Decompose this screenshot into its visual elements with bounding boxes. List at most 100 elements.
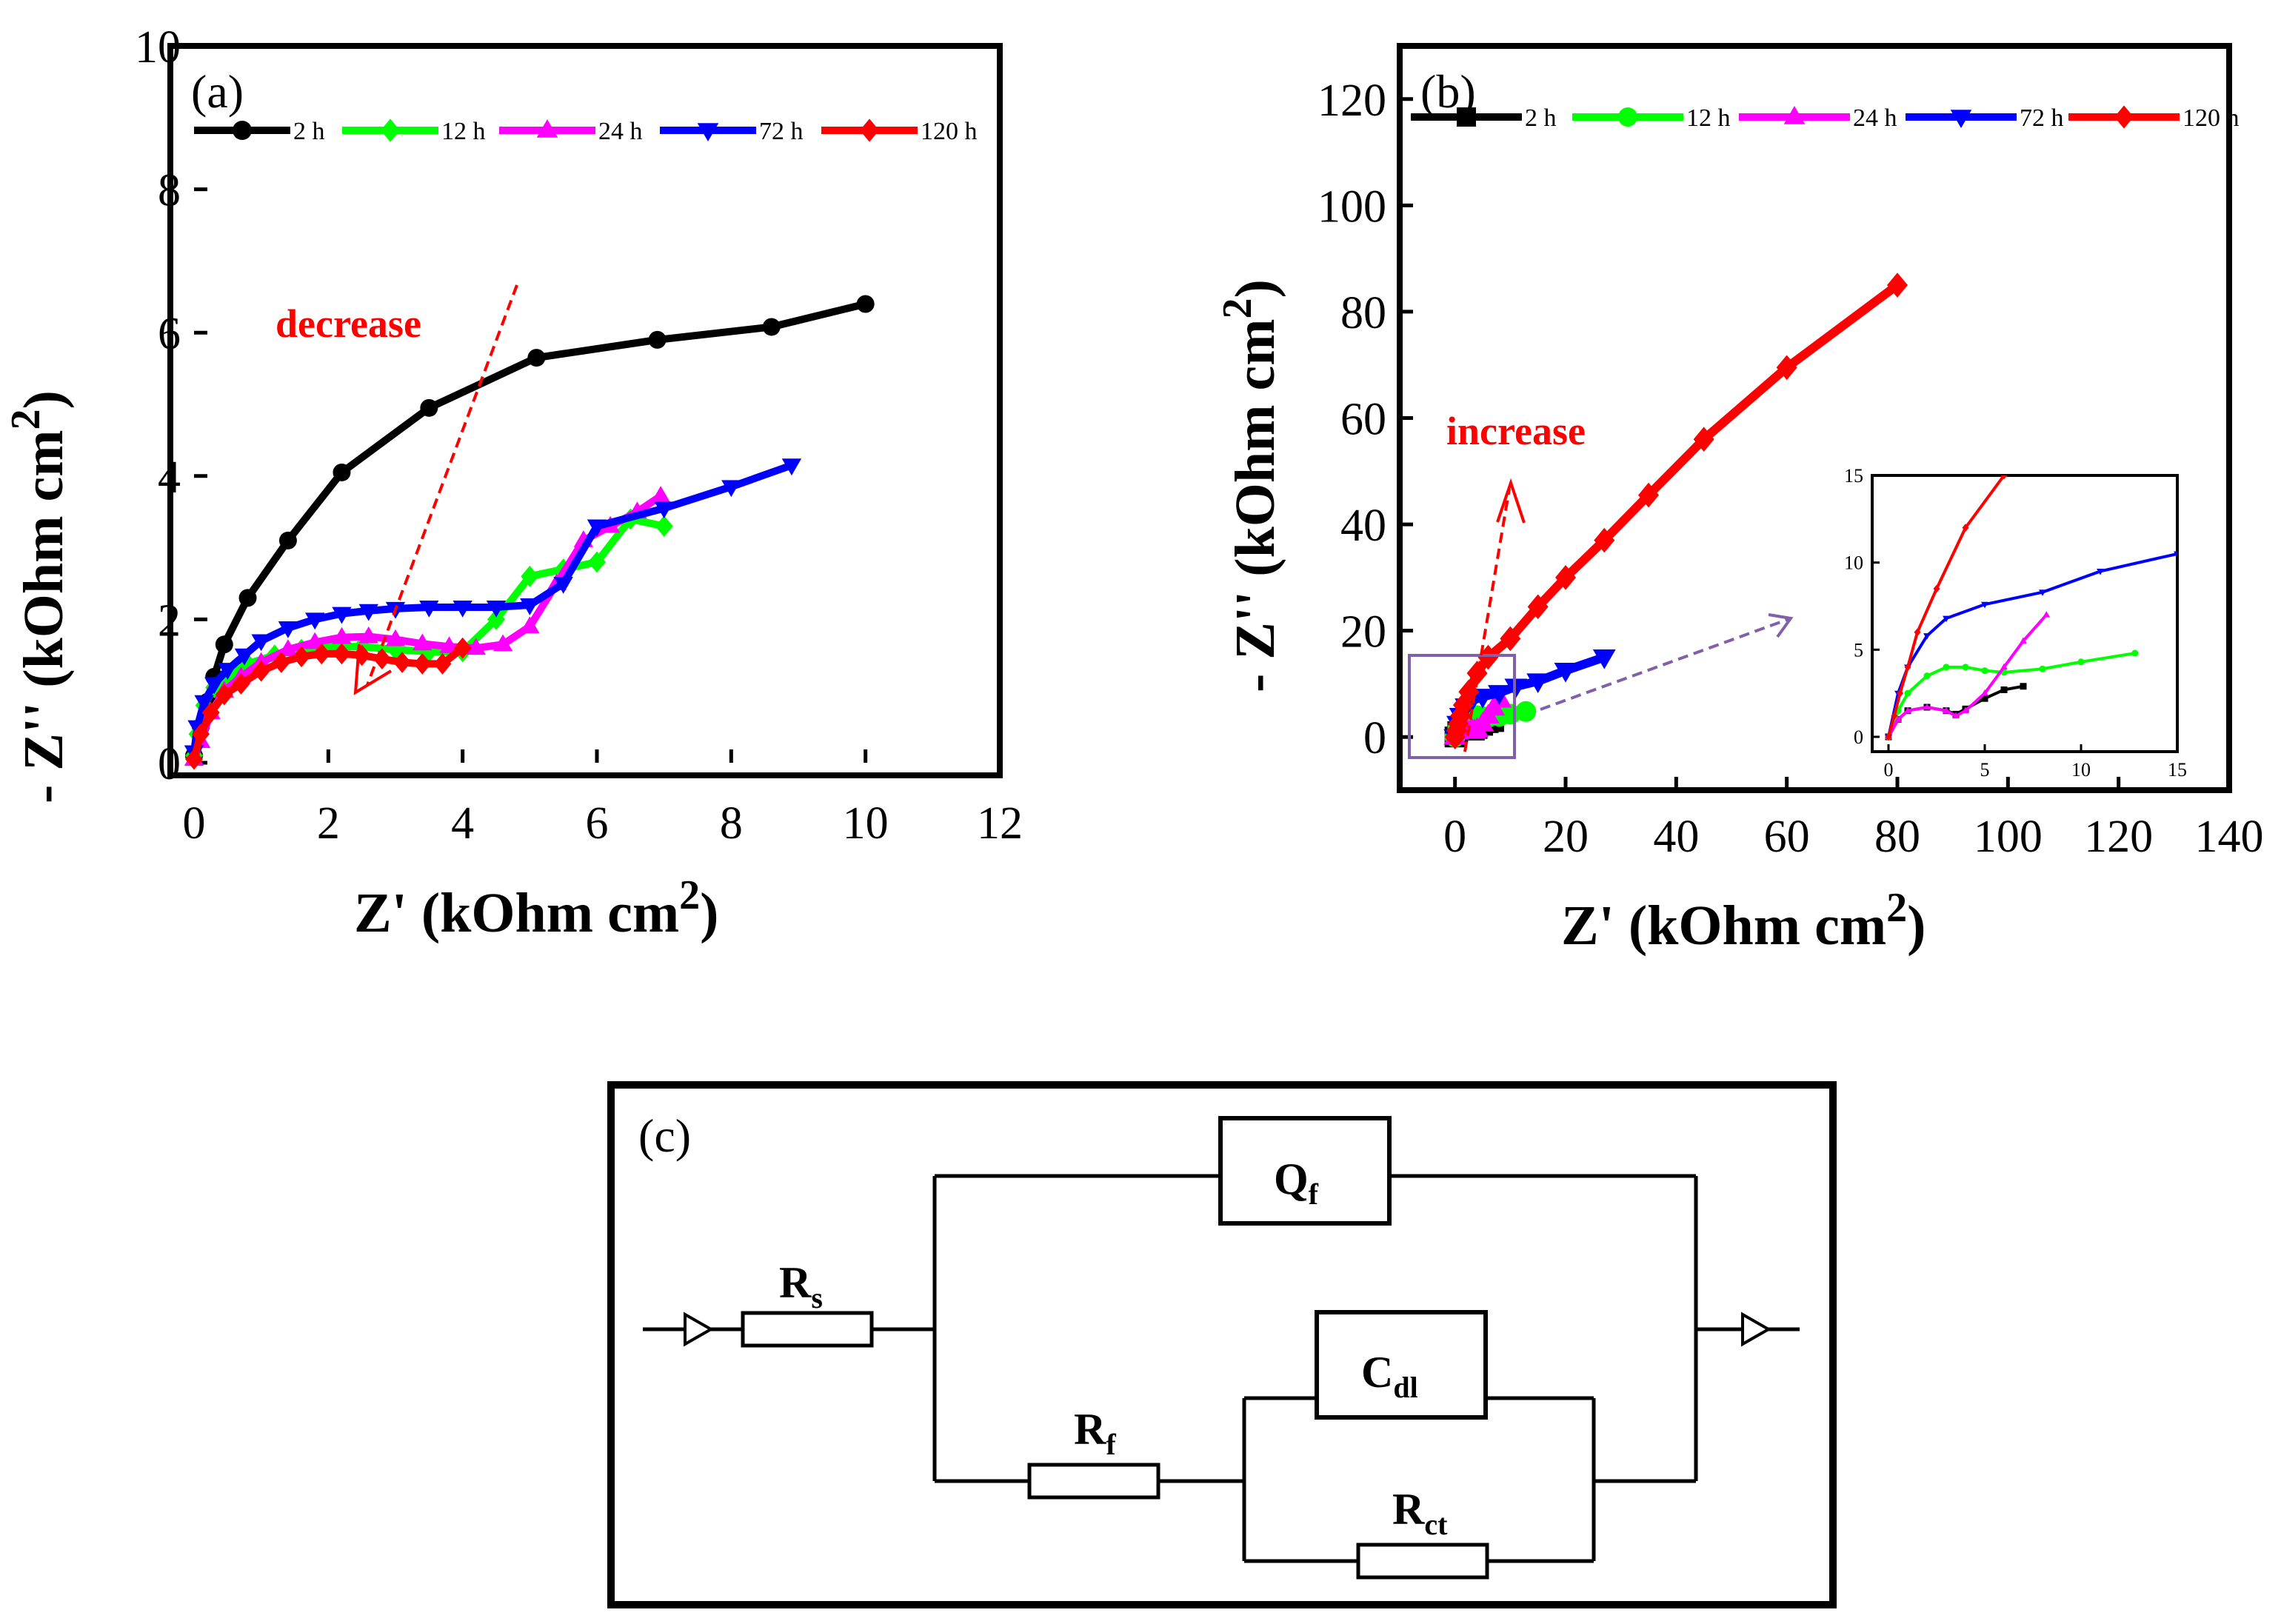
chart-a-series xyxy=(184,295,875,769)
y-tick-label: 100 xyxy=(1317,181,1386,232)
figure: 0 2 4 6 8 10 120246810 (a) 2 h 12 h 24 h 72 h 120 … xyxy=(0,0,2281,1624)
circuit-input-terminal xyxy=(685,1314,711,1344)
x-tick-label: 80 xyxy=(1874,812,1920,862)
y-tick-label: 0 xyxy=(1363,713,1386,763)
resistor-rct xyxy=(1358,1545,1487,1577)
x-tick-label: 8 xyxy=(720,798,743,849)
x-tick-label: 10 xyxy=(843,798,889,849)
y-tick-label: 0 xyxy=(158,739,181,789)
legend-label: 12 h xyxy=(441,118,486,145)
legend-marker xyxy=(2114,105,2134,128)
inset-data-point xyxy=(2078,658,2085,665)
chart-panel-b: 0 20 40 60 80 100 120 140020406080100120 (b) 2 … xyxy=(1215,0,2281,957)
legend-marker xyxy=(1457,107,1476,127)
x-tick-label: 120 xyxy=(2084,812,2153,862)
inset-data-point xyxy=(2131,650,2138,657)
y-tick-label: 8 xyxy=(158,166,181,216)
circuit-output-terminal xyxy=(1743,1314,1769,1344)
chart-a-frame xyxy=(170,46,1000,775)
x-tick-label: 40 xyxy=(1653,812,1699,862)
x-tick-label: 4 xyxy=(451,798,474,849)
legend-label: 120 h xyxy=(921,118,978,145)
data-point xyxy=(651,486,670,503)
x-tick-label: 2 xyxy=(317,798,340,849)
legend-item: 120 h xyxy=(2068,104,2240,132)
legend-marker xyxy=(860,118,879,141)
legend-item: 24 h xyxy=(499,118,643,145)
inset-data-point xyxy=(2040,666,2046,672)
inset-x-tick-label: 0 xyxy=(1884,759,1894,781)
circuit-labels: (c) Rs Qf Rf Cdl Rct xyxy=(638,1109,1448,1541)
inset-data-point xyxy=(1905,690,1911,697)
inset-x-tick-label: 10 xyxy=(2071,759,2091,781)
x-tick-label: 0 xyxy=(1443,812,1466,862)
legend-marker xyxy=(381,118,400,141)
legend-label: 2 h xyxy=(293,118,325,145)
legend-label: 72 h xyxy=(759,118,804,145)
series-72h xyxy=(184,458,801,762)
chart-a-xlabel: Z' (kOhm cm2) xyxy=(354,872,718,944)
legend-item: 120 h xyxy=(821,118,978,145)
x-tick-label: 0 xyxy=(183,798,206,849)
inset-data-point xyxy=(2020,683,2027,689)
chart-panel-a: 0 2 4 6 8 10 120246810 (a) 2 h 12 h 24 h 72 h 120 … xyxy=(3,22,1023,944)
legend-item: 72 h xyxy=(1906,104,2064,132)
chart-b-ylabel: - Z'' (kOhm cm2) xyxy=(1215,279,1286,692)
data-point xyxy=(763,318,781,335)
inset-data-point xyxy=(1924,672,1931,679)
inset-data-point xyxy=(2270,516,2277,523)
inset-data-point xyxy=(2174,306,2181,314)
inset-x-tick-label: 5 xyxy=(1980,759,1990,781)
inset-x-tick-label: 15 xyxy=(2168,759,2187,781)
legend-label: 12 h xyxy=(1686,104,1731,132)
y-tick-label: 120 xyxy=(1317,76,1386,126)
legend-marker xyxy=(1618,107,1637,127)
inset-data-point xyxy=(1963,664,1969,670)
data-point xyxy=(420,399,438,417)
legend-item: 72 h xyxy=(660,118,804,145)
legend-item: 24 h xyxy=(1739,104,1897,132)
y-tick-label: 40 xyxy=(1340,501,1386,551)
chart-a-legend: 2 h 12 h 24 h 72 h 120 h xyxy=(194,118,978,145)
x-tick-label: 140 xyxy=(2195,812,2264,862)
data-point xyxy=(216,635,233,653)
data-point xyxy=(239,589,257,607)
chart-b-annotation-arrowhead xyxy=(1497,483,1524,523)
legend-label: 24 h xyxy=(598,118,643,145)
chart-b-annotation-text: increase xyxy=(1446,409,1586,453)
inset-data-point xyxy=(2078,410,2085,418)
label-rs: Rs xyxy=(779,1258,823,1314)
inset-y-tick-label: 5 xyxy=(1854,639,1863,661)
x-tick-label: 12 xyxy=(977,798,1023,849)
inset-y-tick-label: 10 xyxy=(1844,552,1863,574)
data-point xyxy=(279,532,297,549)
label-cdl: Cdl xyxy=(1361,1348,1418,1404)
series-2h xyxy=(185,295,875,764)
inset-y-tick-label: 15 xyxy=(1844,465,1863,487)
legend-item: 12 h xyxy=(1572,104,1731,132)
legend-item: 12 h xyxy=(342,118,486,145)
y-tick-label: 4 xyxy=(158,452,181,503)
inset-data-point xyxy=(1982,667,1988,674)
circuit-panel-label: (c) xyxy=(638,1109,691,1162)
label-qf: Qf xyxy=(1274,1154,1319,1211)
chart-a-ylabel: - Z'' (kOhm cm2) xyxy=(3,390,75,803)
legend-label: 2 h xyxy=(1525,104,1557,132)
data-point xyxy=(527,349,545,367)
resistor-rs xyxy=(743,1313,872,1346)
label-rct: Rct xyxy=(1392,1485,1448,1541)
y-tick-label: 60 xyxy=(1340,395,1386,445)
legend-marker xyxy=(233,121,252,140)
x-tick-label: 20 xyxy=(1543,812,1589,862)
resistor-rf xyxy=(1029,1465,1158,1497)
data-point xyxy=(857,295,875,313)
x-tick-label: 100 xyxy=(1974,812,2043,862)
inset-data-point xyxy=(1943,664,1950,670)
inset-data-point xyxy=(2001,686,2008,693)
x-tick-label: 6 xyxy=(586,798,609,849)
inset-data-point xyxy=(2271,210,2277,218)
chart-b-legend: 2 h 12 h 24 h 72 h 120 h xyxy=(1411,104,2240,132)
legend-label: 72 h xyxy=(2020,104,2064,132)
legend-label: 120 h xyxy=(2183,104,2240,132)
chart-a-ticks: 0 2 4 6 8 10 120246810 xyxy=(135,22,1023,849)
